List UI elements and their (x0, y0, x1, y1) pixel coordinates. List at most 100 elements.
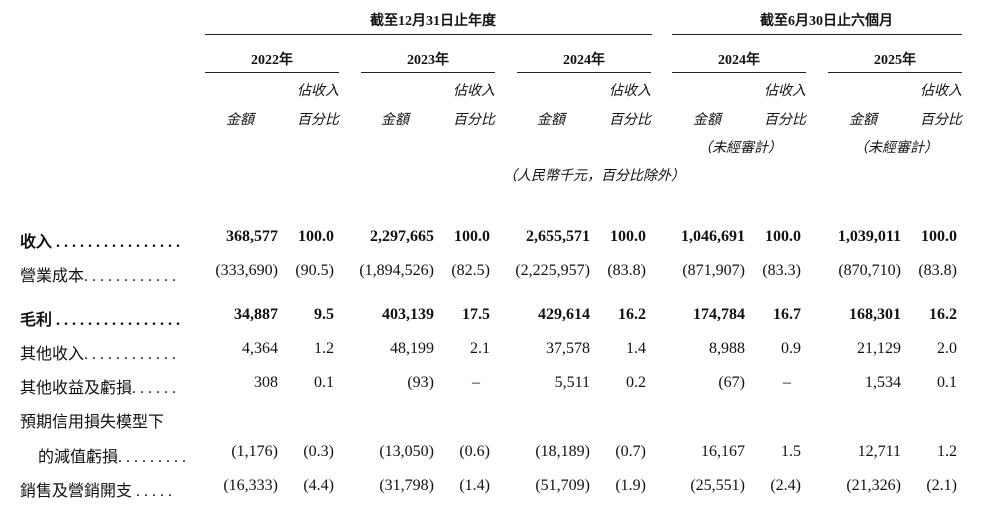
amount-cell: 12,711 (857, 443, 901, 460)
pct-header-line1: 佔收入 (920, 84, 962, 99)
amount-cell: (1,894,526) (359, 262, 434, 279)
percent-cell: (2.1) (926, 477, 957, 494)
percent-cell: – (783, 374, 791, 391)
percent-cell: (83.8) (918, 262, 957, 279)
amount-cell: 48,199 (390, 340, 434, 357)
amount-cell: (67) (718, 374, 745, 391)
year-header-2022: 2022年 (251, 53, 293, 68)
amount-cell: (21,326) (846, 477, 901, 494)
pct-header-line2: 百分比 (453, 113, 495, 128)
unit-note: （人民幣千元，百分比除外） (503, 169, 685, 184)
amount-cell: 429,614 (538, 306, 590, 323)
amount-cell: 16,167 (701, 443, 745, 460)
amount-cell: 5,511 (554, 374, 590, 391)
amount-cell: 21,129 (857, 340, 901, 357)
percent-cell: (2.4) (770, 477, 801, 494)
percent-cell: 100.0 (921, 228, 957, 245)
percent-cell: 9.5 (314, 306, 334, 323)
amount-cell: (51,709) (535, 477, 590, 494)
group-rule-six-months (672, 34, 962, 35)
percent-cell: (82.5) (451, 262, 490, 279)
amount-cell: 8,988 (709, 340, 745, 357)
unaudited-note: （未經審計） (698, 141, 782, 156)
year-rule-2022 (205, 72, 339, 73)
year-header-2024: 2024年 (563, 53, 605, 68)
amount-cell: (16,333) (223, 477, 278, 494)
amount-cell: 368,577 (226, 228, 278, 245)
amount-cell: (871,907) (682, 262, 745, 279)
year-rule-2025-h1 (828, 72, 962, 73)
percent-cell: 100.0 (610, 228, 646, 245)
row-label: 毛利 . . . . . . . . . . . . . . . . (20, 312, 181, 329)
amount-header: 金額 (537, 113, 565, 128)
percent-cell: 2.1 (470, 340, 490, 357)
year-rule-2024 (517, 72, 651, 73)
percent-cell: 16.2 (929, 306, 957, 323)
year-header-2025-h1: 2025年 (874, 53, 916, 68)
percent-cell: (0.3) (303, 443, 334, 460)
percent-cell: (90.5) (295, 262, 334, 279)
amount-cell: 168,301 (849, 306, 901, 323)
amount-cell: (18,189) (535, 443, 590, 460)
pct-header-line1: 佔收入 (609, 84, 651, 99)
amount-cell: (2,225,957) (515, 262, 590, 279)
pct-header-line2: 百分比 (764, 113, 806, 128)
amount-header: 金額 (693, 113, 721, 128)
pct-header-line2: 百分比 (920, 113, 962, 128)
percent-cell: 0.2 (626, 374, 646, 391)
percent-cell: 100.0 (298, 228, 334, 245)
amount-cell: 174,784 (693, 306, 745, 323)
amount-cell: 1,046,691 (681, 228, 745, 245)
amount-cell: (333,690) (215, 262, 278, 279)
unaudited-note: （未經審計） (854, 141, 938, 156)
amount-header: 金額 (226, 113, 254, 128)
row-label: 營業成本. . . . . . . . . . . . (20, 268, 177, 285)
percent-cell: – (472, 374, 480, 391)
row-label: 銷售及營銷開支 . . . . . (20, 483, 173, 500)
row-label: 預期信用損失模型下 (20, 414, 165, 431)
amount-cell: (870,710) (838, 262, 901, 279)
row-label: 其他收入. . . . . . . . . . . . (20, 346, 177, 363)
percent-cell: (83.3) (762, 262, 801, 279)
percent-cell: 0.9 (781, 340, 801, 357)
pct-header-line1: 佔收入 (297, 84, 339, 99)
amount-cell: 403,139 (382, 306, 434, 323)
percent-cell: 0.1 (314, 374, 334, 391)
amount-header: 金額 (849, 113, 877, 128)
percent-cell: 1.5 (781, 443, 801, 460)
pct-header-line1: 佔收入 (764, 84, 806, 99)
percent-cell: 1.4 (626, 340, 646, 357)
amount-cell: 1,039,011 (837, 228, 901, 245)
percent-cell: (1.4) (459, 477, 490, 494)
group-rule-annual (205, 34, 652, 35)
percent-cell: (0.6) (459, 443, 490, 460)
amount-cell: (1,176) (231, 443, 278, 460)
amount-cell: 1,534 (865, 374, 901, 391)
amount-cell: 37,578 (546, 340, 590, 357)
amount-cell: 34,887 (234, 306, 278, 323)
pct-header-line1: 佔收入 (453, 84, 495, 99)
row-label: 收入 . . . . . . . . . . . . . . . . (20, 234, 181, 251)
amount-cell: (31,798) (379, 477, 434, 494)
year-rule-2024-h1 (672, 72, 806, 73)
percent-cell: 16.7 (773, 306, 801, 323)
percent-cell: (83.8) (607, 262, 646, 279)
percent-cell: 100.0 (454, 228, 490, 245)
percent-cell: (4.4) (303, 477, 334, 494)
percent-cell: 1.2 (314, 340, 334, 357)
pct-header-line2: 百分比 (609, 113, 651, 128)
amount-cell: (13,050) (379, 443, 434, 460)
amount-header: 金額 (381, 113, 409, 128)
row-label: 其他收益及虧損. . . . . . (20, 380, 177, 397)
row-label: 的減值虧損. . . . . . . . . (38, 449, 187, 466)
percent-cell: 100.0 (765, 228, 801, 245)
pct-header-line2: 百分比 (297, 113, 339, 128)
percent-cell: 1.2 (937, 443, 957, 460)
year-header-2023: 2023年 (407, 53, 449, 68)
percent-cell: (0.7) (615, 443, 646, 460)
percent-cell: 16.2 (618, 306, 646, 323)
amount-cell: 4,364 (242, 340, 278, 357)
amount-cell: 2,655,571 (526, 228, 590, 245)
group-header-annual: 截至12月31日止年度 (370, 14, 496, 29)
amount-cell: 2,297,665 (370, 228, 434, 245)
